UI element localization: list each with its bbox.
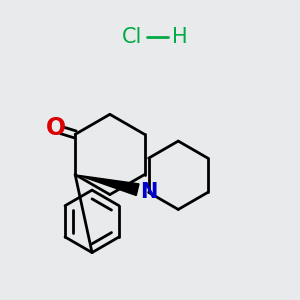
Text: H: H xyxy=(172,27,188,47)
Text: Cl: Cl xyxy=(122,27,142,47)
Text: N: N xyxy=(140,182,157,203)
Polygon shape xyxy=(79,176,139,196)
Text: O: O xyxy=(46,116,66,140)
